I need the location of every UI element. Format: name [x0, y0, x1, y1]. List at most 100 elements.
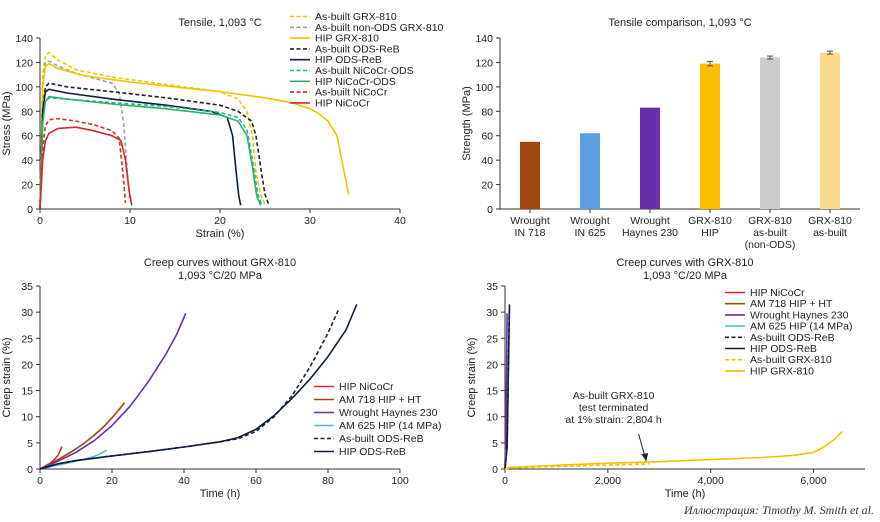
creep-without-subtitle: 1,093 °C/20 MPa: [178, 270, 263, 282]
comparison-bar-4: [700, 63, 720, 210]
tensile-y-tick-label: 80: [21, 106, 33, 118]
tensile-y-tick-label: 20: [21, 180, 33, 192]
comparison-y-tick-label: 60: [481, 131, 493, 143]
comparison-category-label: (non-ODS): [745, 239, 796, 251]
creep-without-y-tick-label: 0: [27, 464, 33, 476]
tensile-series-as-built-nicocr: [39, 117, 127, 210]
tensile-legend-label-as-built-nicocr-ods: As-built NiCoCr-ODS: [315, 65, 414, 77]
comparison-title: Tensile comparison, 1,093 °C: [608, 17, 751, 29]
tensile-legend-label-as-built-non-ods-grx-810: As-built non-ODS GRX-810: [315, 22, 444, 34]
comparison-bar-3: [640, 107, 660, 209]
tensile-series-hip-ods-reb: [39, 88, 242, 210]
creep-with-y-tick-label: 15: [486, 386, 498, 398]
comparison-bar-5: [760, 57, 780, 209]
tensile-series-as-built-nicocr-ods: [39, 97, 263, 210]
tensile-legend-label-hip-nicocr: HIP NiCoCr: [315, 97, 370, 109]
comparison-y-tick-label: 140: [475, 33, 493, 45]
comparison-y-tick-label: 40: [481, 155, 493, 167]
creep-without-x-tick-label: 20: [106, 475, 118, 487]
creep-without-y-tick-label: 10: [21, 412, 33, 424]
creep-without-series-as-built-ods-reb: [39, 308, 340, 470]
comparison-category-label: IN 625: [575, 227, 606, 239]
comparison-category-label: Wrought: [570, 215, 610, 227]
creep-with-x-axis-label: Time (h): [665, 488, 706, 500]
creep-without-y-tick-label: 20: [21, 359, 33, 371]
creep-with-title: Creep curves with GRX-810: [617, 257, 754, 269]
creep-with-legend-label-hip-nicocr: HIP NiCoCr: [750, 287, 805, 299]
creep-with-annotation-text: As-built GRX-810: [573, 390, 655, 402]
tensile-x-tick-label: 0: [37, 215, 43, 227]
comparison-category-label: Haynes 230: [622, 227, 678, 239]
creep-without-y-tick-label: 30: [21, 307, 33, 319]
comparison-y-tick-label: 80: [481, 106, 493, 118]
comparison-category-label: GRX-810: [688, 215, 732, 227]
tensile-legend-label-as-built-ods-reb: As-built ODS-ReB: [315, 43, 400, 55]
tensile-series-hip-grx-810: [39, 62, 350, 210]
creep-with-legend-label-am-718-hip-ht: AM 718 HIP + HT: [750, 298, 833, 310]
comparison-y-tick-label: 0: [487, 204, 493, 216]
tensile-legend-label-as-built-grx-810: As-built GRX-810: [315, 11, 397, 23]
tensile-legend-label-hip-nicocr-ods: HIP NiCoCr-ODS: [315, 76, 396, 88]
comparison-category-label: GRX-810: [748, 215, 792, 227]
creep-without-legend-label-wrought-haynes-230: Wrought Haynes 230: [339, 407, 438, 419]
creep-without-x-tick-label: 80: [322, 475, 334, 487]
creep-without-x-tick-label: 0: [37, 475, 43, 487]
comparison-category-label: as-built: [753, 227, 787, 239]
comparison-y-tick-label: 120: [475, 57, 493, 69]
creep-without-series-wrought-haynes-230: [39, 312, 187, 470]
creep-without-x-axis-label: Time (h): [200, 488, 241, 500]
tensile-legend-label-hip-grx-810: HIP GRX-810: [315, 33, 379, 45]
creep-with-y-tick-label: 20: [486, 359, 498, 371]
tensile-x-tick-label: 10: [124, 215, 136, 227]
tensile-y-tick-label: 140: [15, 33, 33, 45]
creep-with-subtitle: 1,093 °C/20 MPa: [643, 270, 728, 282]
comparison-bar-2: [580, 133, 600, 209]
creep-with-series-hip-grx-810: [504, 430, 843, 470]
creep-with-annotation-arrowhead: [641, 453, 649, 462]
creep-with-y-tick-label: 25: [486, 333, 498, 345]
tensile-x-axis-label: Strain (%): [196, 228, 245, 240]
creep-with-y-tick-label: 0: [492, 464, 498, 476]
tensile-title: Tensile, 1,093 °C: [178, 17, 261, 29]
creep-without-legend-label-hip-nicocr: HIP NiCoCr: [339, 381, 394, 393]
creep-with-annotation-text: at 1% strain: 2,804 h: [565, 414, 661, 426]
tensile-x-tick-label: 20: [214, 215, 226, 227]
tensile-chart: Tensile, 1,093 °C 0 20 40 60 80 100 120 140 0 10 20…: [1, 11, 444, 240]
comparison-category-label: GRX-810: [808, 215, 852, 227]
creep-without-x-tick-label: 100: [391, 475, 409, 487]
creep-with-annotation-text: test terminated: [579, 402, 649, 414]
comparison-category-label: Wrought: [630, 215, 670, 227]
tensile-x-tick-label: 40: [394, 215, 406, 227]
image-credit: Иллюстрация: Timothy M. Smith et al.: [684, 503, 874, 517]
creep-with-legend-label-hip-ods-reb: HIP ODS-ReB: [750, 343, 817, 355]
creep-without-legend-label-am-718-hip-ht: AM 718 HIP + HT: [339, 394, 422, 406]
creep-with-x-tick-label: 4,000: [698, 475, 724, 487]
comparison-category-label: HIP: [701, 227, 719, 239]
tensile-y-tick-label: 0: [27, 204, 33, 216]
tensile-x-tick-label: 30: [304, 215, 316, 227]
comparison-y-axis-label: Strength (MPa): [461, 86, 473, 161]
tensile-legend-label-as-built-nicocr: As-built NiCoCr: [315, 87, 388, 99]
creep-without-y-tick-label: 35: [21, 281, 33, 293]
creep-with-legend-label-wrought-haynes-230: Wrought Haynes 230: [750, 309, 849, 321]
creep-with-x-tick-label: 2,000: [595, 475, 621, 487]
tensile-y-tick-label: 40: [21, 155, 33, 167]
tensile-y-axis-label: Stress (MPa): [1, 91, 13, 155]
comparison-chart: Tensile comparison, 1,093 °C 0 20 40 60 80 100…: [461, 17, 860, 251]
creep-with-y-axis-label: Creep strain (%): [466, 337, 478, 417]
creep-with-legend-label-as-built-ods-reb: As-built ODS-ReB: [750, 332, 835, 344]
tensile-series-as-built-grx-810: [39, 51, 266, 210]
creep-without-y-tick-label: 5: [27, 438, 33, 450]
creep-without-legend-label-hip-ods-reb: HIP ODS-ReB: [339, 446, 406, 458]
tensile-series-hip-nicocr: [39, 126, 133, 210]
creep-with-series-hip-ods-reb: [504, 304, 511, 470]
comparison-y-tick-label: 100: [475, 82, 493, 94]
creep-with-x-tick-label: 6,000: [800, 475, 826, 487]
creep-with-y-tick-label: 30: [486, 307, 498, 319]
creep-without-x-tick-label: 60: [250, 475, 262, 487]
creep-with-legend-label-as-built-grx-810: As-built GRX-810: [750, 354, 832, 366]
